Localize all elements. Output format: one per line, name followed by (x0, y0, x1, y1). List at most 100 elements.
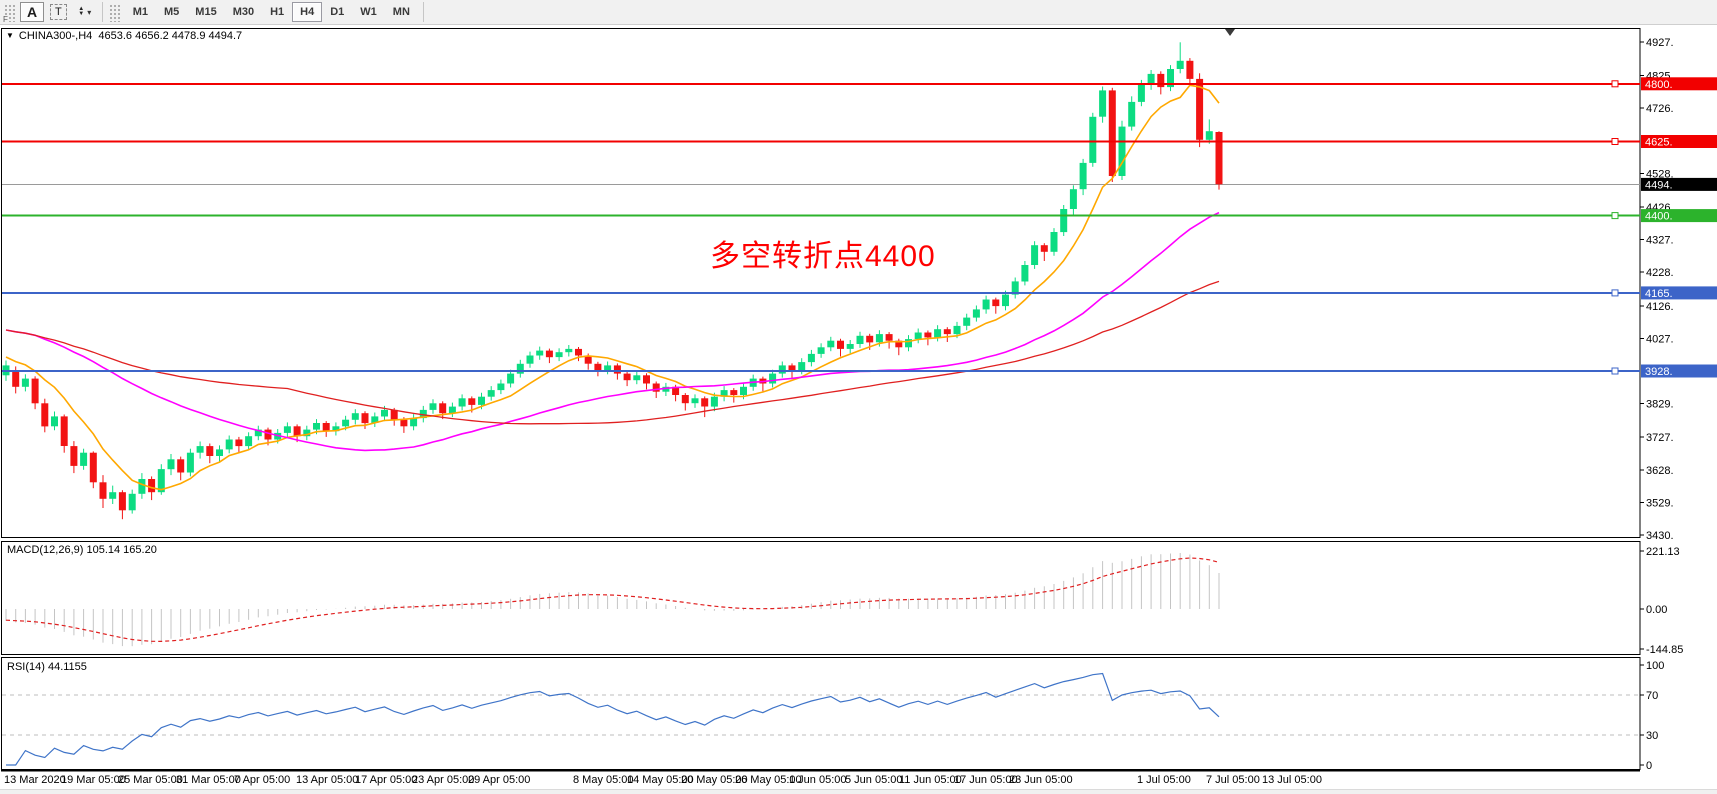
candle-body (613, 365, 621, 374)
annotation-text-object[interactable]: 多空转折点4400 (710, 240, 936, 273)
candle-body (788, 365, 796, 371)
candle-body (536, 350, 544, 356)
candle-body (322, 423, 330, 432)
toolbar-grip-icon[interactable]: F (3, 2, 16, 24)
candle-body (478, 396, 485, 405)
candle-body (225, 439, 233, 450)
axis-label: 0.00 (1646, 604, 1667, 616)
candle-body (487, 390, 495, 397)
time-axis-label: 29 Apr 05:00 (468, 774, 530, 786)
candle-body (439, 403, 447, 414)
candle-body (953, 325, 961, 335)
candle-body (235, 439, 243, 447)
toolbar: F A T ▲ ▼ ▾ M1 M5 M15 M30 H1 H4 D1 W1 MN (0, 0, 1717, 25)
candle-body (1215, 132, 1223, 185)
candle-body (730, 390, 738, 395)
text-tool-button[interactable]: T (46, 2, 71, 22)
candle-body (701, 398, 709, 407)
hline-handle[interactable] (1611, 367, 1619, 375)
candle-body (351, 413, 359, 420)
axis-label: 0 (1646, 760, 1652, 772)
arrow-text-a-button[interactable]: A (20, 2, 44, 22)
candle-body (575, 348, 582, 356)
timeframe-m30-button[interactable]: M30 (225, 2, 262, 22)
symbol-timeframe-label: CHINA300-,H4 (18, 30, 93, 42)
axis-label: 221.13 (1646, 546, 1680, 558)
timeframe-m1-button[interactable]: M1 (125, 2, 156, 22)
chart-shift-icon[interactable] (1225, 29, 1235, 36)
candle-body (1050, 232, 1058, 252)
macd-signal-line (5, 557, 1220, 643)
timeframe-d1-button[interactable]: D1 (322, 2, 352, 22)
candle-body (1031, 245, 1039, 265)
candle-body (507, 373, 515, 384)
timeframe-h4-button[interactable]: H4 (292, 2, 323, 22)
time-axis-label: 5 Jun 05:00 (845, 774, 903, 786)
candle-body (526, 355, 534, 364)
candle-body (1040, 245, 1048, 252)
time-axis-label: 1 Jun 05:00 (789, 774, 847, 786)
candle-body (21, 378, 29, 387)
candle-body (1157, 73, 1165, 88)
hline-handle[interactable] (1611, 138, 1619, 145)
axis-label: 4228. (1646, 267, 1674, 279)
timeframe-h1-button[interactable]: H1 (262, 2, 292, 22)
candle-body (264, 429, 272, 440)
candle-body (555, 352, 563, 358)
time-axis-label: 17 Apr 05:00 (355, 774, 417, 786)
candle-body (1186, 60, 1194, 79)
candle-body (1137, 83, 1145, 102)
timeframe-grip-icon[interactable] (107, 2, 121, 22)
axis-label: 3829. (1646, 399, 1674, 411)
hline-handle[interactable] (1611, 289, 1619, 297)
candle-body (807, 353, 815, 363)
hline-handle[interactable] (1611, 212, 1619, 220)
candle-body (594, 363, 602, 371)
candle-body (681, 395, 689, 404)
time-axis-label: 25 Mar 05:00 (118, 774, 183, 786)
timeframe-m5-button[interactable]: M5 (156, 2, 187, 22)
candle-body (148, 479, 156, 493)
level-price-label (1641, 135, 1717, 148)
candle-body (691, 398, 699, 404)
candle-body (643, 375, 650, 384)
arrows-icon: ▲ ▼ (78, 6, 85, 17)
candle-body (118, 492, 126, 511)
candle-body (12, 370, 20, 387)
timeframe-mn-button[interactable]: MN (385, 2, 418, 22)
axis-label: 4528. (1646, 168, 1674, 180)
candle-body (206, 446, 214, 456)
timeframe-m15-button[interactable]: M15 (187, 2, 224, 22)
candle-body (419, 409, 427, 419)
time-axis-label: 13 Jul 05:00 (1262, 774, 1322, 786)
candle-body (1079, 162, 1087, 190)
axis-label: 4726. (1646, 103, 1674, 115)
candle-body (1128, 101, 1136, 127)
candle-body (390, 409, 398, 420)
macd-panel (1, 541, 1641, 655)
candle-body (283, 426, 291, 433)
rsi-header: RSI(14) 44.1155 (7, 661, 87, 673)
rsi-line (6, 672, 1220, 766)
candle-body (1108, 90, 1116, 176)
timeframe-w1-button[interactable]: W1 (352, 2, 385, 22)
candle-body (89, 452, 97, 483)
time-axis-label: 13 Mar 2020 (4, 774, 66, 786)
candle-body (70, 446, 78, 466)
axis-label: 3529. (1646, 497, 1674, 509)
current-price-label (1641, 177, 1717, 191)
timeframe-bar: M1 M5 M15 M30 H1 H4 D1 W1 MN (125, 2, 418, 22)
symbol-dropdown-icon[interactable]: ▼ (6, 31, 14, 40)
time-axis-label: 23 Jun 05:00 (1009, 774, 1073, 786)
candle-body (1099, 90, 1107, 117)
hline-handle[interactable] (1611, 80, 1619, 88)
objects-dropdown-button[interactable]: ▲ ▼ ▾ (73, 2, 97, 22)
candle-body (982, 299, 990, 310)
axis-label: 4327. (1646, 235, 1674, 247)
toolbar-separator-right (422, 2, 424, 22)
axis-label: 4165. (1645, 288, 1673, 300)
candle-body (429, 403, 437, 410)
candle-body (672, 386, 680, 395)
